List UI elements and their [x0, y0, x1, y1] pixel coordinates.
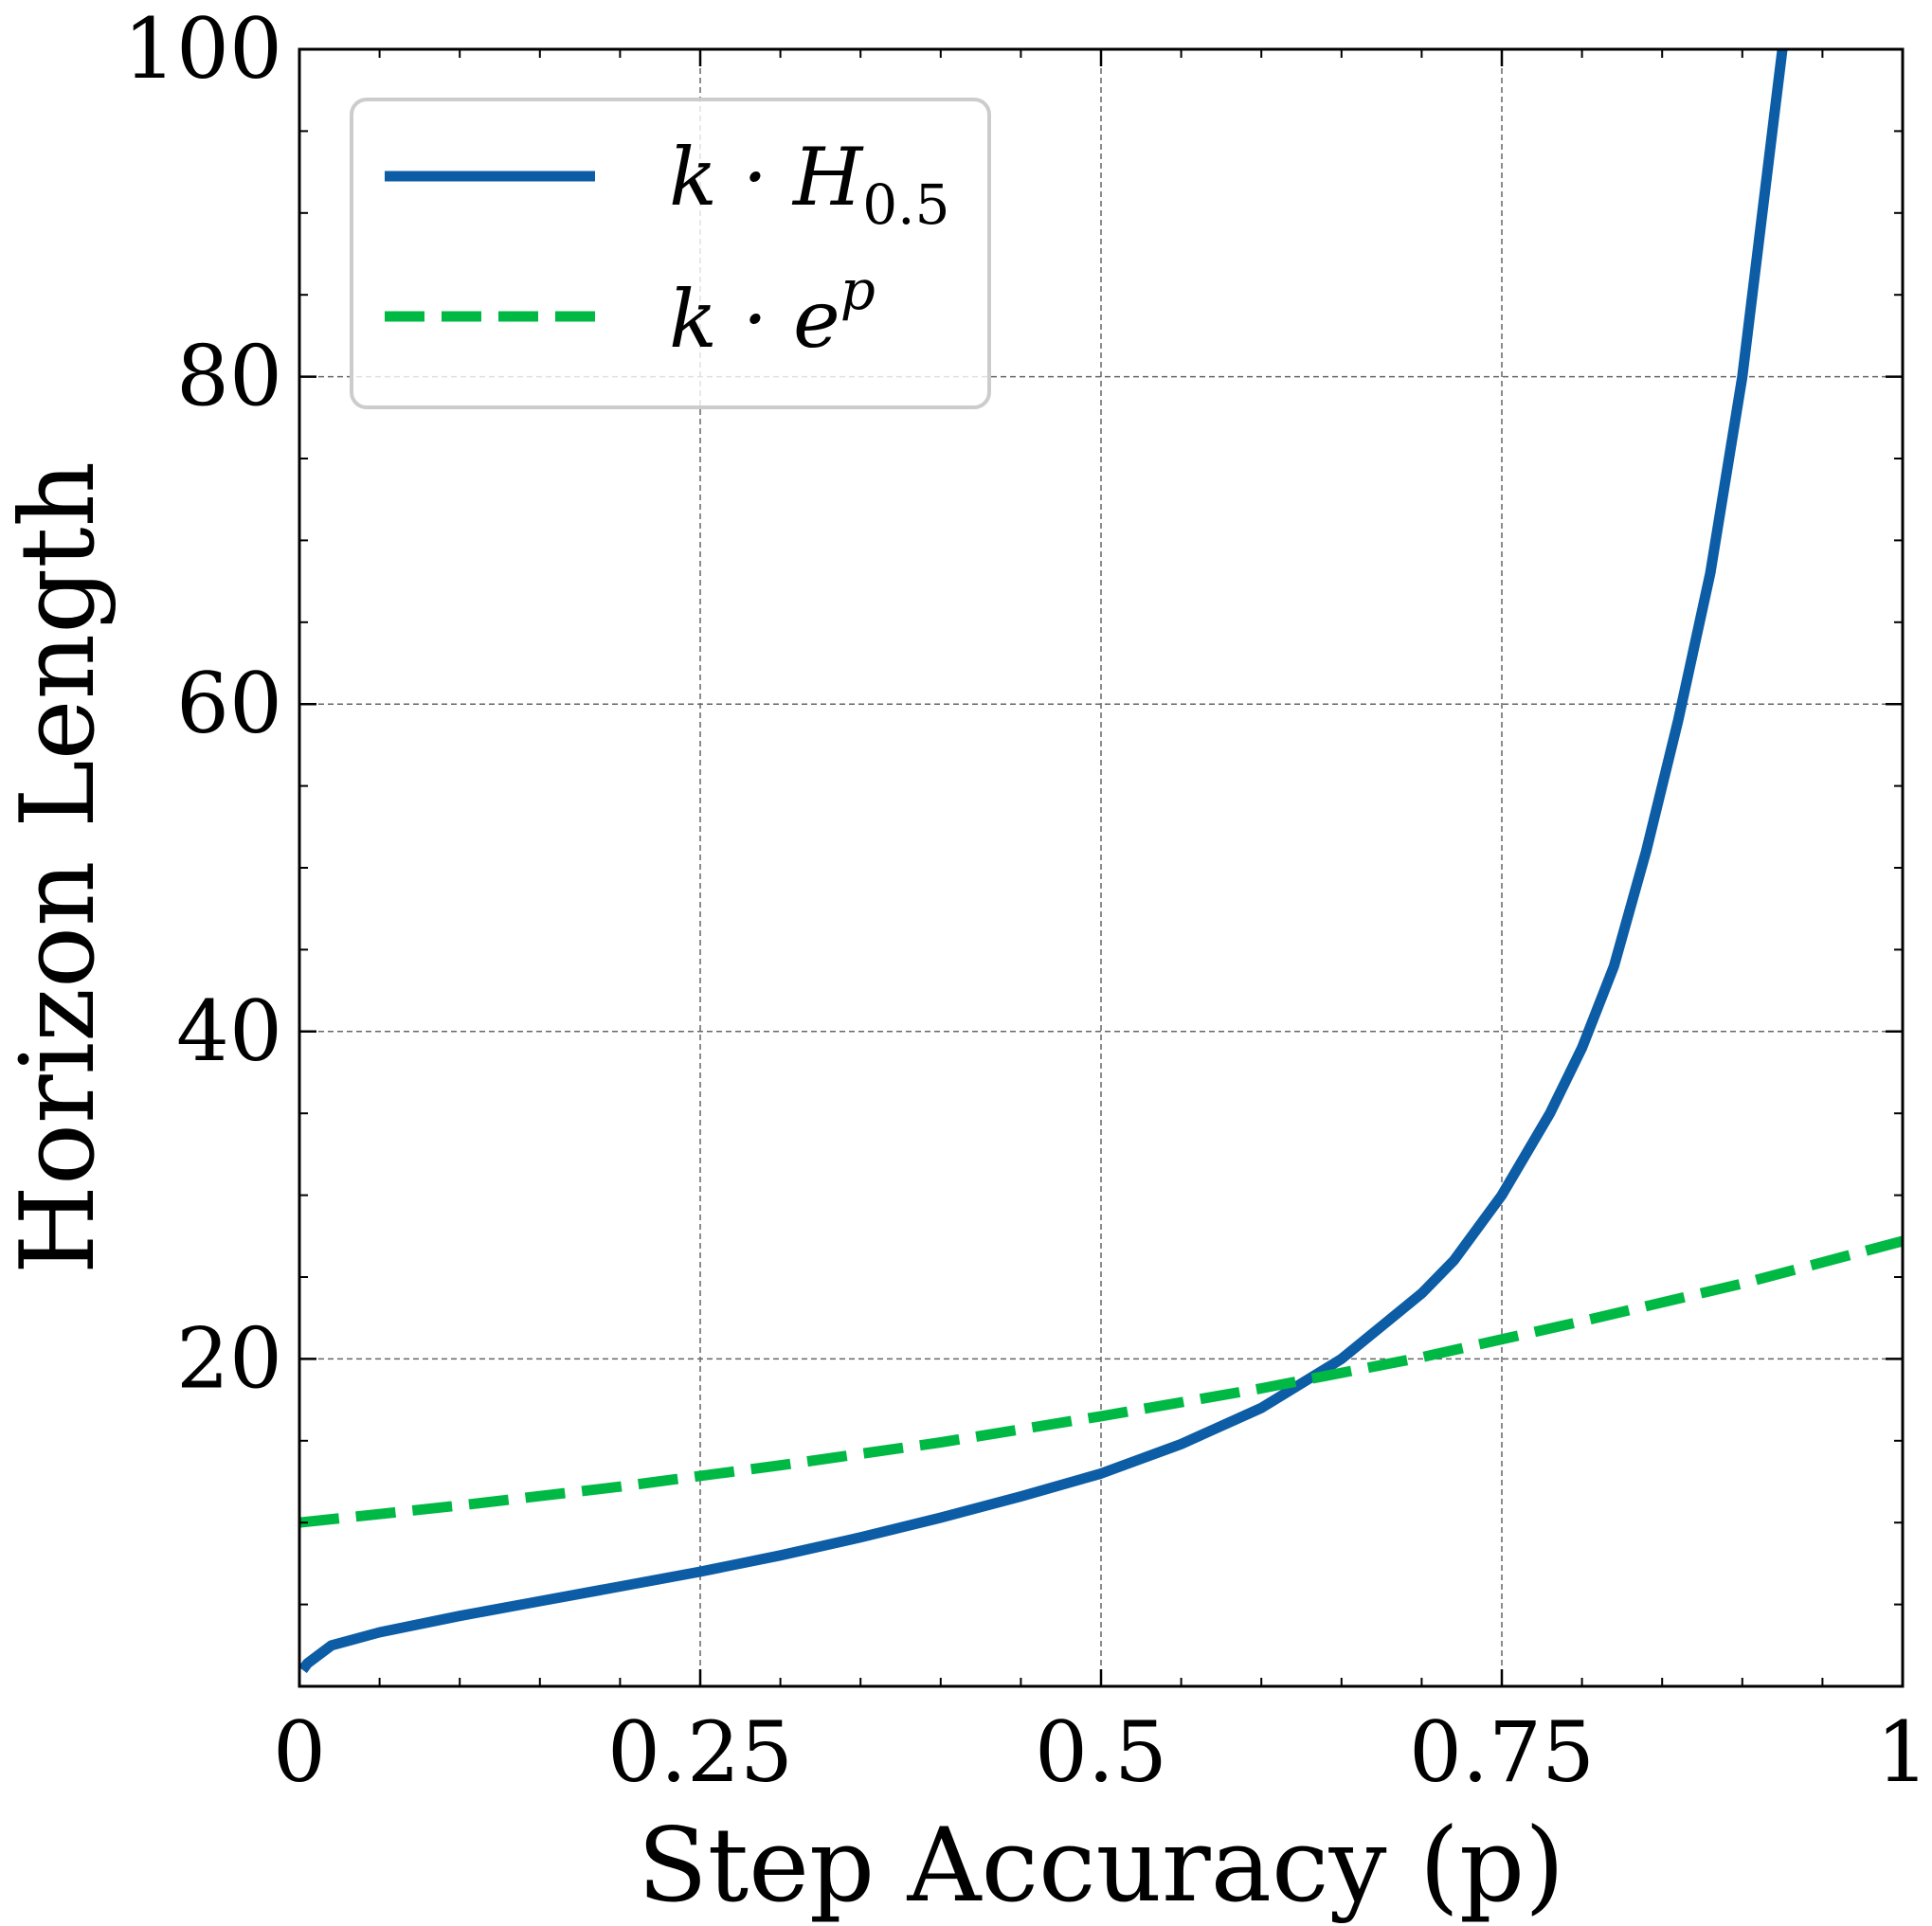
y-tick-label: 40 — [176, 982, 282, 1080]
x-tick-labels: 0 0.25 0.5 0.75 1 — [273, 1703, 1929, 1801]
legend-label-k-e: k · ep — [669, 258, 876, 366]
legend-label-k-h-subscript: 0.5 — [862, 172, 949, 237]
legend-label-k-h-main: k · H — [669, 131, 864, 224]
legend: k · H0.5 k · ep — [350, 98, 991, 409]
tick-marks — [298, 47, 1905, 1686]
legend-label-k-h: k · H0.5 — [669, 131, 950, 237]
y-tick-label: 20 — [176, 1309, 282, 1407]
y-tick-label: 80 — [176, 328, 282, 425]
x-tick-label: 0.5 — [1035, 1703, 1167, 1801]
series-line-k-h — [299, 49, 1788, 1673]
y-tick-labels: 20 40 60 80 100 — [123, 0, 282, 1407]
y-axis-title: Horizon Length — [0, 461, 117, 1274]
legend-label-k-e-main: k · e — [669, 273, 840, 366]
x-tick-label: 0.75 — [1409, 1703, 1595, 1801]
series-line-k-e — [299, 1235, 1903, 1528]
y-tick-label: 100 — [123, 0, 282, 98]
series-layer — [299, 49, 1903, 1673]
legend-label-k-e-superscript: p — [840, 258, 876, 322]
x-tick-label: 1 — [1876, 1703, 1929, 1801]
x-axis-title: Step Accuracy (p) — [638, 1807, 1565, 1925]
y-tick-label: 60 — [176, 655, 282, 752]
x-tick-label: 0.25 — [607, 1703, 793, 1801]
x-tick-label: 0 — [273, 1703, 326, 1801]
